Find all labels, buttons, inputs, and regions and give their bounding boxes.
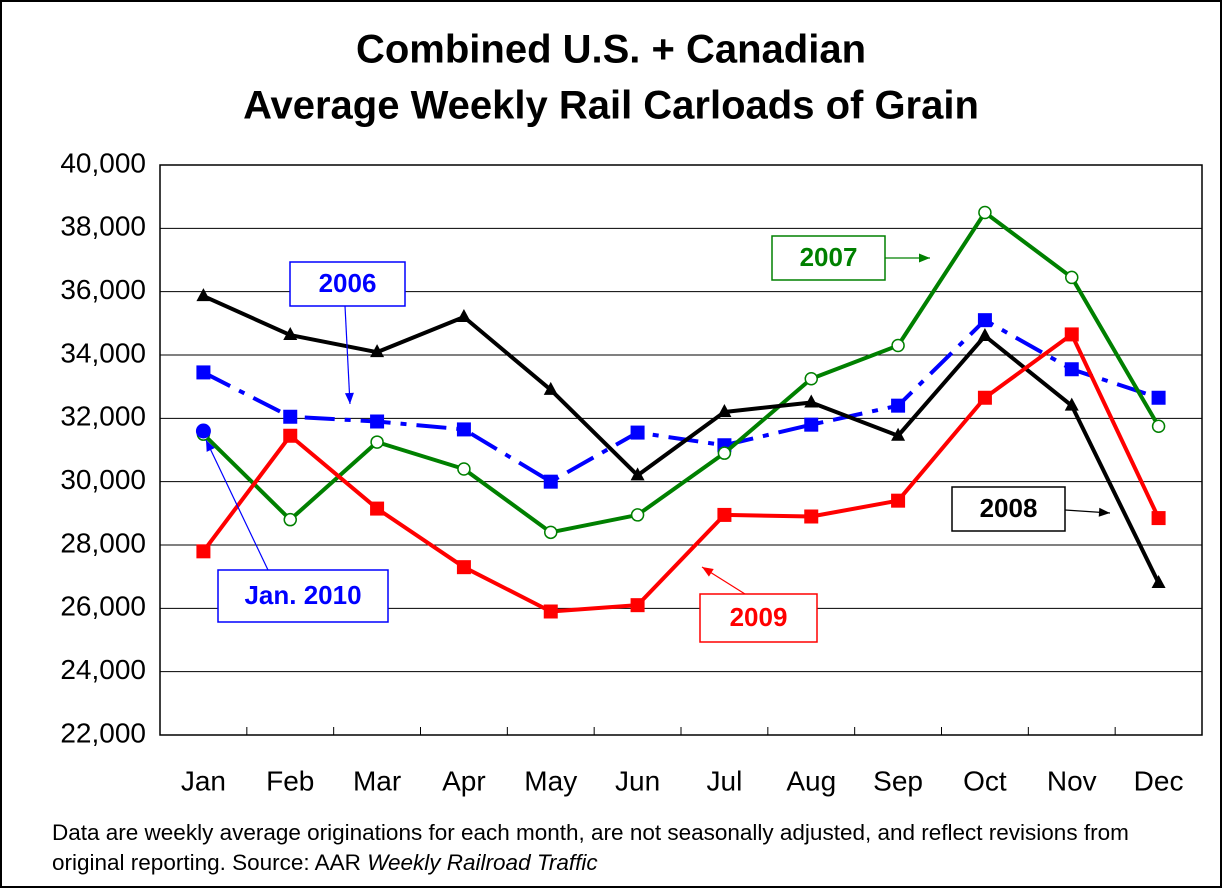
marker [456,560,471,575]
series-label: 2006 [319,268,377,298]
series-label: Jan. 2010 [244,580,361,610]
series-line [202,318,1160,484]
label-box [289,261,406,307]
marker [283,512,297,527]
series-label: 2008 [980,493,1038,523]
arrow-head [1098,507,1110,517]
chart-title: Average Weekly Rail Carloads of Grain [243,84,979,128]
marker [804,372,818,386]
marker [457,462,471,476]
y-tick-label: 24,000 [60,654,146,685]
series-line [202,210,1161,535]
marker [1065,270,1079,285]
marker [283,409,298,424]
y-tick-label: 34,000 [60,337,146,368]
x-tick-label: Aug [786,765,836,796]
marker [1151,390,1166,405]
marker [196,544,211,559]
marker [717,507,732,522]
marker [543,474,558,489]
series-label: 2009 [730,602,788,632]
marker [370,435,384,449]
marker [1064,327,1079,342]
marker [891,338,905,353]
y-tick-label: 30,000 [60,464,146,495]
marker [283,428,298,443]
y-tick-label: 26,000 [60,591,146,622]
marker [544,525,558,540]
x-tick-label: Oct [963,765,1007,796]
marker [1151,511,1166,526]
marker [804,509,819,524]
marker [977,313,992,328]
marker [630,467,645,481]
marker [1064,362,1079,377]
x-tick-label: Jan [181,765,226,796]
marker [195,423,211,439]
marker [456,309,471,322]
marker [283,327,298,341]
arrow-line [205,439,269,571]
arrow-line [344,305,351,405]
series-line [202,294,1161,584]
marker [1151,419,1166,433]
marker [370,501,385,516]
series-label: 2007 [800,242,858,272]
marker [977,328,992,341]
y-tick-label: 40,000 [60,147,146,178]
x-tick-label: Mar [353,765,401,796]
marker [630,425,645,440]
y-tick-label: 32,000 [60,401,146,432]
marker [196,365,211,380]
x-tick-label: Jun [615,765,660,796]
plot-border [159,164,1203,736]
arrow-head [919,253,930,263]
marker [1064,397,1079,411]
marker [370,344,385,358]
footnote-source: Weekly Railroad Traffic [367,850,598,875]
marker [804,394,819,408]
x-tick-label: Feb [266,765,314,796]
label-box [951,486,1066,532]
marker [891,493,906,508]
footnote-text: Data are weekly average originations for… [52,820,1129,875]
x-tick-label: Apr [442,765,486,796]
chart-title: Combined U.S. + Canadian [356,28,866,72]
marker [977,390,992,405]
x-tick-label: May [524,765,577,796]
marker [891,427,906,441]
marker [543,381,558,395]
footnote: Data are weekly average originations for… [52,818,1172,878]
x-tick-label: Sep [873,765,923,796]
marker [630,508,645,522]
arrow-head [206,440,215,452]
label-box [771,235,886,281]
arrow-head [702,567,714,577]
y-tick-label: 28,000 [60,527,146,558]
x-tick-label: Dec [1134,765,1184,796]
y-tick-label: 36,000 [60,274,146,305]
marker [370,414,385,429]
x-tick-label: Jul [707,765,743,796]
marker [978,205,992,220]
marker [804,417,819,432]
x-tick-label: Nov [1047,765,1097,796]
label-box [699,593,818,643]
y-tick-label: 22,000 [60,717,146,748]
label-box [217,569,389,623]
marker [630,598,645,613]
marker [196,288,211,302]
marker [717,446,732,460]
marker [543,604,558,619]
series-line [201,332,1161,614]
marker [456,422,471,437]
arrow-head [344,392,354,404]
y-tick-label: 38,000 [60,211,146,242]
marker [717,404,732,417]
marker [1151,575,1166,588]
marker [891,398,906,413]
